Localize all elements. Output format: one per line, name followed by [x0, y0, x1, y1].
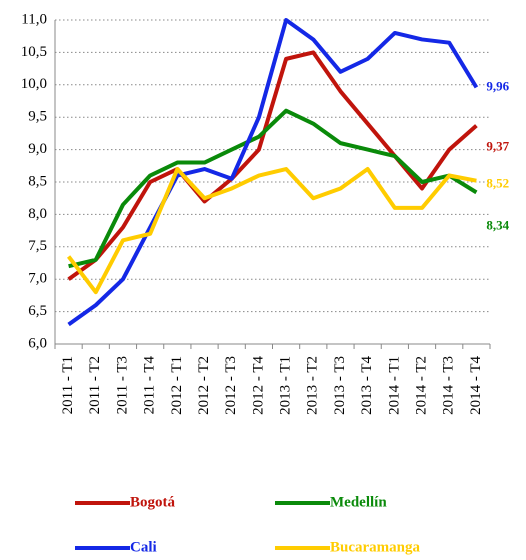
x-tick-label: 2011 - T3 — [114, 356, 130, 414]
x-tick-label: 2014 - T2 — [413, 356, 429, 415]
y-tick-label: 10,0 — [21, 76, 47, 92]
y-tick-label: 7,5 — [28, 238, 47, 254]
y-tick-label: 11,0 — [21, 11, 47, 27]
legend-label: Bucaramanga — [330, 539, 421, 555]
y-tick-label: 8,5 — [28, 173, 47, 189]
x-tick-label: 2011 - T4 — [142, 356, 158, 415]
x-tick-label: 2013 - T1 — [278, 356, 294, 415]
y-tick-label: 9,0 — [28, 141, 47, 157]
series-line — [68, 108, 478, 269]
y-tick-label: 9,5 — [28, 109, 47, 125]
x-tick-label: 2014 - T4 — [468, 356, 484, 415]
x-tick-label: 2011 - T2 — [87, 356, 103, 414]
series-line — [67, 18, 479, 327]
legend-label: Cali — [130, 539, 157, 555]
data-label: 8,34 — [486, 217, 509, 232]
x-tick-label: 2013 - T2 — [305, 356, 321, 415]
data-label: 9,37 — [486, 139, 509, 154]
y-tick-label: 6,0 — [28, 335, 47, 351]
x-tick-label: 2014 - T3 — [441, 356, 457, 415]
y-tick-label: 7,0 — [28, 271, 47, 287]
x-tick-label: 2012 - T1 — [169, 356, 185, 415]
series-line — [67, 50, 478, 281]
data-label: 8,52 — [486, 176, 509, 191]
x-tick-label: 2014 - T1 — [386, 356, 402, 415]
series-line — [67, 167, 477, 295]
legend-label: Medellín — [330, 494, 387, 510]
x-tick-label: 2013 - T3 — [332, 356, 348, 415]
y-tick-label: 10,5 — [21, 44, 47, 60]
data-label: 9,96 — [486, 78, 509, 93]
legend-label: Bogotá — [130, 494, 176, 510]
x-tick-label: 2012 - T4 — [250, 356, 266, 415]
y-tick-label: 8,0 — [28, 206, 47, 222]
x-tick-label: 2012 - T3 — [223, 356, 239, 415]
y-tick-label: 6,5 — [28, 303, 47, 319]
x-tick-label: 2012 - T2 — [196, 356, 212, 415]
x-tick-label: 2011 - T1 — [60, 356, 76, 414]
x-tick-label: 2013 - T4 — [359, 356, 375, 415]
